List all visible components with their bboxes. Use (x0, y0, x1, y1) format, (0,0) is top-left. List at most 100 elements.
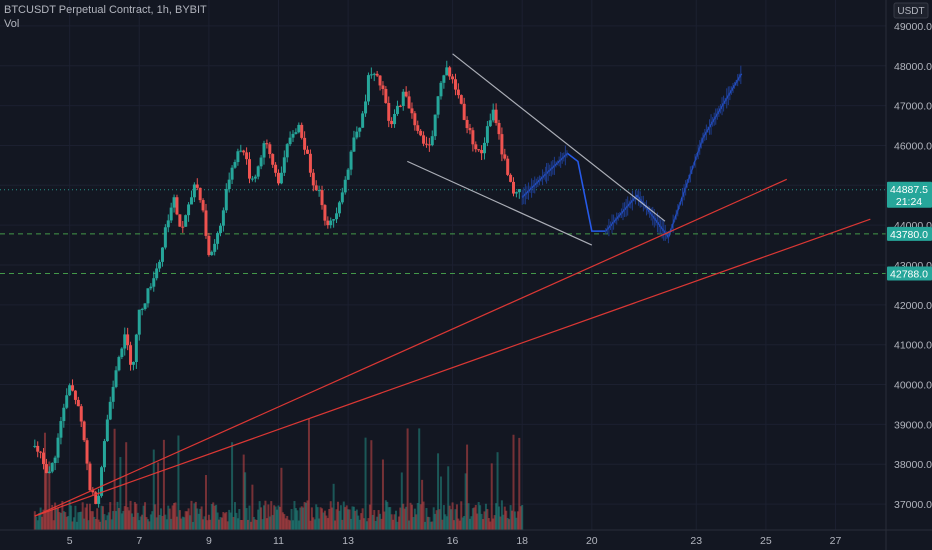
candle-body (143, 303, 147, 309)
volume-bar (97, 519, 100, 530)
volume-bar (260, 507, 263, 530)
candle-body (158, 261, 162, 269)
candle-body (65, 395, 69, 408)
price-label-box (887, 181, 932, 208)
volume-bar (219, 517, 222, 530)
volume-bar (265, 518, 268, 530)
volume-bar (468, 518, 471, 530)
candle-body (242, 150, 246, 153)
volume-bar (164, 514, 167, 530)
candle-body (79, 406, 83, 422)
volume-bar (409, 502, 412, 530)
candle-body (204, 210, 208, 236)
volume-bar (167, 505, 170, 530)
volume-bar (474, 504, 477, 530)
volume-bar (33, 511, 36, 530)
volume-bar (357, 515, 360, 530)
volume-bar (99, 521, 102, 530)
volume-bar (125, 442, 128, 530)
candle-body (485, 126, 489, 143)
volume-bar (183, 517, 186, 530)
volume-bar (425, 508, 428, 530)
volume-bar (236, 518, 239, 530)
volume-bar (80, 511, 83, 530)
volume-bar (170, 518, 173, 530)
candle-body (245, 152, 249, 160)
candle-body (198, 187, 202, 201)
volume-bar (486, 509, 489, 530)
volume-bar (455, 504, 458, 530)
candle-body (306, 149, 310, 154)
volume-bar (67, 516, 70, 530)
candle-body (230, 167, 234, 180)
volume-bar (312, 517, 315, 530)
candle-body (253, 176, 257, 179)
volume-bar (447, 466, 450, 530)
volume-bar (281, 512, 284, 530)
candle-body (216, 233, 220, 244)
volume-bar (374, 520, 377, 530)
candle-body (47, 471, 51, 474)
candle-body (137, 309, 141, 335)
candle-body (384, 89, 388, 103)
candle-body (85, 440, 89, 464)
volume-bar (72, 517, 75, 530)
volume-bar (419, 504, 422, 530)
price-label-box (887, 226, 932, 241)
volume-bar (396, 521, 399, 530)
volume-bar (502, 514, 505, 530)
volume-bar (38, 512, 41, 530)
volume-bar (90, 511, 93, 530)
volume-bar (347, 509, 350, 530)
volume-bar (146, 519, 149, 530)
volume-bar (54, 502, 57, 530)
volume-bar (257, 509, 260, 530)
candle-body (207, 235, 211, 256)
volume-bar (222, 512, 225, 530)
candle-body (517, 189, 521, 193)
candle-body (503, 154, 507, 159)
volume-bar (506, 517, 509, 530)
volume-bar (254, 519, 257, 530)
candle-body (462, 103, 466, 120)
volume-bar (297, 520, 300, 530)
candle-body (375, 73, 379, 76)
y-tick-label: 47000.0 (894, 101, 932, 113)
candle-body (282, 157, 286, 173)
volume-bar (39, 507, 42, 530)
volume-bar (144, 502, 147, 530)
volume-bar (216, 512, 219, 530)
y-tick-label: 37000.0 (894, 499, 932, 511)
volume-bar (453, 520, 456, 530)
candle-body (317, 190, 321, 192)
candle-body (36, 445, 40, 452)
candle-body (82, 421, 86, 441)
volume-bar (483, 511, 486, 530)
candle-body (349, 151, 353, 170)
candle-body (178, 214, 182, 227)
volume-bar (293, 501, 296, 530)
volume-bar (492, 518, 495, 530)
volume-bar (521, 505, 524, 530)
currency-label: USDT (897, 6, 924, 17)
trendline-lower-channel (407, 160, 593, 246)
candle-body (456, 89, 460, 96)
volume-bar (207, 514, 210, 530)
candle-body (468, 128, 472, 131)
candle-body (361, 113, 365, 128)
candle-body (311, 172, 315, 186)
candle-body (268, 144, 272, 155)
y-tick-label: 39000.0 (894, 419, 932, 431)
candle-body (381, 85, 385, 90)
candle-body (497, 122, 501, 135)
volume-bar (87, 520, 90, 530)
volume-bar (122, 510, 125, 530)
x-tick-label: 23 (690, 535, 702, 547)
volume-bar (371, 515, 374, 530)
volume-bar (512, 434, 515, 530)
volume-bar (274, 506, 277, 530)
volume-bar (348, 509, 351, 530)
candle-body (366, 75, 370, 102)
price-label-text: 43780.0 (890, 229, 928, 241)
